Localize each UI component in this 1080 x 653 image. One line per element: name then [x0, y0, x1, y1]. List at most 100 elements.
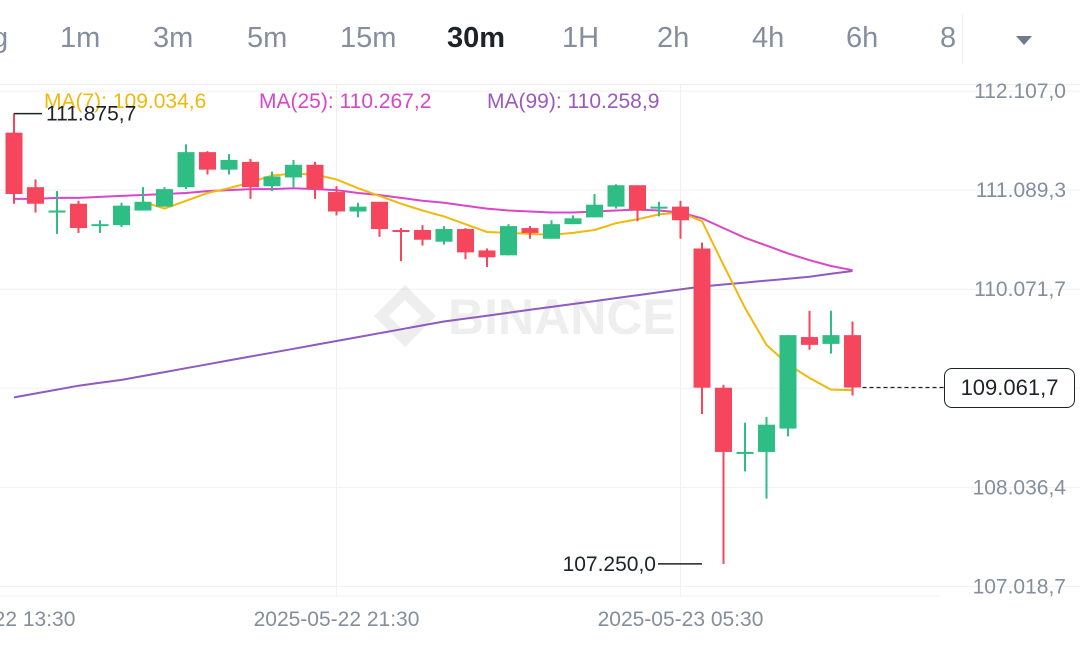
tab-6h[interactable]: 6h — [846, 22, 879, 54]
candle-body — [285, 164, 302, 178]
candle-body — [844, 335, 861, 388]
tab-4h[interactable]: 4h — [752, 22, 785, 54]
low-price-label: 107.250,0 — [563, 553, 656, 576]
candle-body — [500, 226, 517, 256]
candle — [500, 224, 517, 256]
candle — [715, 384, 732, 564]
candle-body — [328, 192, 345, 212]
candle-body — [27, 187, 44, 204]
candle-body — [371, 201, 388, 230]
candle-body — [177, 152, 195, 188]
candle-body — [521, 228, 539, 233]
candle-body — [758, 424, 775, 452]
candle-body — [392, 230, 410, 233]
high-price-label: 111.875,7 — [46, 103, 136, 126]
candle-body — [242, 161, 259, 188]
candle — [156, 187, 173, 207]
candle — [306, 161, 324, 199]
candle-body — [91, 224, 109, 227]
candle — [650, 201, 668, 217]
price-axis-label: 110.071,7 — [974, 278, 1066, 301]
candle — [113, 202, 130, 228]
candle — [543, 220, 560, 239]
tab-8h-partial[interactable]: 8 — [940, 22, 957, 54]
candle — [134, 187, 152, 211]
candle-body — [650, 206, 668, 209]
candle-body — [306, 164, 324, 190]
candle-body — [586, 204, 603, 218]
candle-body — [70, 203, 87, 229]
price-axis-label: 108.036,4 — [973, 476, 1067, 499]
candle-body — [715, 387, 732, 452]
candle — [27, 179, 44, 213]
candle-body — [156, 189, 173, 207]
candle-body — [629, 185, 646, 211]
candle-body — [564, 218, 582, 225]
chevron-down-icon — [1016, 36, 1032, 45]
current-price-tag: 109.061,7 — [944, 367, 1075, 408]
candle — [779, 335, 797, 437]
candle-body — [801, 337, 818, 345]
tab-30m[interactable]: 30m — [447, 22, 506, 54]
tab-5m[interactable]: 5m — [247, 22, 288, 54]
candle — [392, 228, 410, 262]
candle-body — [349, 206, 367, 212]
tab-15m[interactable]: 15m — [340, 22, 397, 54]
candle-body — [113, 205, 130, 226]
candle-body — [263, 176, 281, 187]
tab-2h[interactable]: 2h — [657, 22, 690, 54]
binance-logo-inner — [389, 300, 421, 332]
candle — [586, 193, 603, 218]
tab-timeframe-partial[interactable]: g — [0, 22, 9, 54]
candle-body — [543, 224, 560, 239]
time-axis-label: 2025-05-23 05:30 — [598, 608, 764, 631]
candle-body — [5, 132, 23, 194]
timeframe-tab-bar: g 1m 3m 5m 15m 30m 1H 2h 4h 6h 8 — [0, 0, 1080, 85]
ma7-line — [142, 172, 853, 392]
price-axis-label: 107.018,7 — [973, 575, 1066, 598]
timeframe-dropdown-button[interactable] — [1000, 18, 1048, 62]
candle — [328, 186, 345, 216]
candle — [91, 220, 109, 233]
candle — [822, 310, 840, 354]
tab-3m[interactable]: 3m — [153, 22, 194, 54]
tab-1m[interactable]: 1m — [60, 22, 101, 54]
candle-body — [435, 229, 453, 242]
price-axis-label: 111.089,3 — [976, 179, 1066, 202]
candle-body — [672, 206, 689, 221]
candle — [435, 226, 453, 245]
time-axis-label: 2025-05-22 21:30 — [254, 608, 420, 631]
candle — [349, 202, 367, 218]
candle — [607, 184, 625, 209]
candle — [801, 310, 818, 350]
candle-body — [822, 335, 840, 344]
ma25-line — [14, 187, 853, 272]
candle — [48, 191, 66, 234]
watermark-text: BINANCE — [448, 289, 676, 345]
tab-1h[interactable]: 1H — [562, 22, 600, 54]
candle-body — [414, 230, 431, 240]
candle-body — [199, 152, 216, 170]
candle-body — [779, 335, 797, 429]
candle — [5, 113, 23, 204]
binance-watermark: BINANCE — [374, 285, 676, 347]
candle-body — [478, 250, 496, 258]
candle — [478, 248, 496, 267]
candle-body — [607, 185, 625, 207]
candle — [70, 200, 87, 233]
candle-body — [220, 159, 238, 170]
candle — [220, 154, 238, 175]
candle — [758, 416, 775, 499]
candle-body — [134, 201, 152, 211]
ma7-indicator: MA(7): 109.034,6 — [44, 90, 207, 113]
candle — [242, 158, 259, 199]
ma99-indicator: MA(99): 110.258,9 — [487, 90, 660, 113]
candle — [199, 151, 216, 175]
candle — [177, 144, 195, 190]
candle-body — [457, 229, 474, 253]
candle — [564, 215, 582, 225]
candle — [693, 242, 711, 414]
ma99-line — [13, 270, 853, 399]
current-price-label: 109.061,7 — [960, 374, 1059, 400]
